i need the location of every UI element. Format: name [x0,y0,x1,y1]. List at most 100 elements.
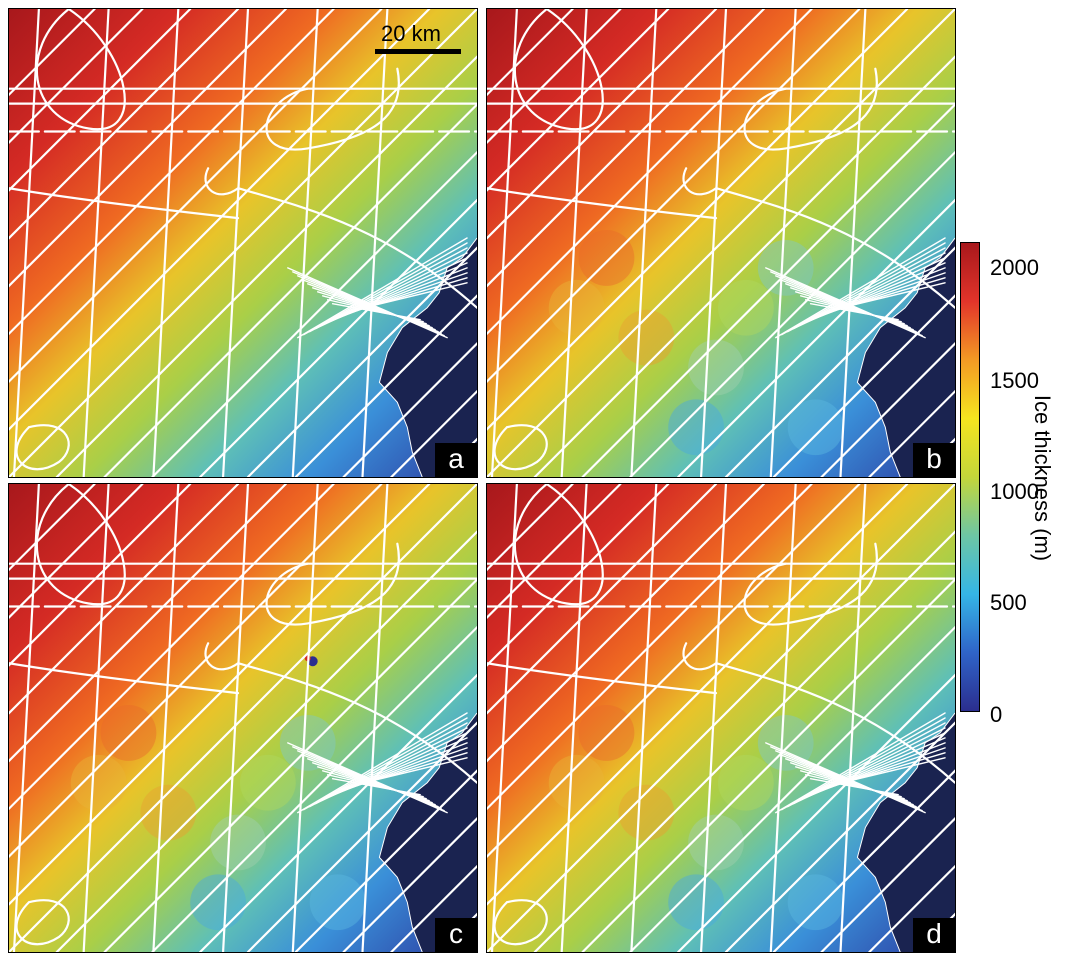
flight-line [309,247,468,333]
flight-line [781,717,946,811]
flight-line [809,778,899,796]
flight-line [9,9,96,97]
flight-loop [15,424,70,471]
flight-line [820,817,955,952]
flight-loop [743,542,878,626]
flight-line [839,484,867,952]
ice-thickness-map-c [9,484,477,952]
flight-line [820,342,955,477]
flight-line [9,484,287,763]
flight-line [828,282,946,312]
flight-line [291,9,319,477]
flight-line [581,103,955,477]
flight-line [55,55,477,477]
flight-line [55,530,477,952]
flight-loop [9,662,240,695]
flight-line [9,9,144,144]
flight-line [297,712,468,814]
flight-line [781,242,946,336]
flight-line [9,9,192,192]
flight-line [560,9,588,477]
flight-lines [9,484,477,952]
flight-line [772,294,955,477]
colorbar-tick-1000: 1000 [990,479,1039,504]
flight-line [487,484,574,572]
thickness-anomaly [70,754,127,811]
flight-line [390,864,477,952]
thickness-anomaly [718,754,774,811]
colorbar-tick-0: 0 [990,702,1003,727]
flight-line [769,9,797,477]
flight-line [699,9,728,477]
flight-loop [513,484,604,606]
flight-loop [35,9,126,131]
flight-line-cluster [287,712,468,814]
colorbar-tick-1500: 1500 [990,368,1039,393]
flight-line [630,484,658,952]
flight-line [9,484,96,572]
thickness-anomaly [279,715,336,771]
flight-line [699,484,728,952]
flight-line [331,778,421,796]
flight-line [490,484,518,952]
flight-line [487,484,813,811]
thickness-anomaly [210,814,266,871]
colorbar-title: Ice thickness (m) [1030,394,1055,562]
flight-line [199,673,477,952]
colorbar [960,242,980,712]
flight-line [809,303,899,321]
flight-line [487,9,813,336]
flight-loop [9,187,240,220]
map-panel-a: 20 km a [8,8,478,478]
flight-line [361,484,389,952]
flight-line [331,303,421,321]
map-panel-d: d [486,483,956,953]
flight-loop [204,642,477,784]
flight-line [9,9,383,383]
flight-loop [265,542,400,626]
flight-line [487,9,574,97]
flight-line [9,484,431,906]
flight-line [487,484,765,763]
flight-line [487,9,718,240]
thickness-anomaly [100,705,157,761]
flight-line [291,484,319,952]
thickness-anomaly [548,279,605,336]
flight-line [390,389,477,477]
flight-line [342,817,477,952]
flight-loop [682,642,955,784]
flight-line [775,237,946,339]
flight-line [487,484,718,715]
flight-line [775,712,946,814]
flight-line [487,9,765,288]
flight-line [487,9,861,383]
flight-line [82,9,110,477]
scale-bar-label: 20 km [381,21,441,46]
flight-line [581,578,955,952]
flight-lines [487,484,955,952]
flight-loop [15,899,70,946]
ice-thickness-map-a [9,9,477,477]
thickness-anomaly [757,715,814,771]
flight-line [103,103,477,477]
flight-line [787,722,946,808]
flight-line [677,198,955,477]
flight-line-cluster [287,237,468,339]
flight-line [342,342,477,477]
flight-line [533,55,955,477]
flight-line [724,721,955,952]
flight-line-cluster [765,237,946,339]
flight-line [221,9,250,477]
flight-line [12,9,40,477]
scale-bar: 20 km [375,21,461,55]
flight-lines [487,9,955,477]
thickness-anomaly [190,874,246,931]
flight-line [9,484,192,667]
flight-line [487,484,909,906]
flight-line [9,484,144,619]
flight-loop [682,167,955,309]
flight-line [103,578,477,952]
flight-line [350,282,468,312]
flight-line [487,484,670,667]
flight-loop [487,187,718,220]
